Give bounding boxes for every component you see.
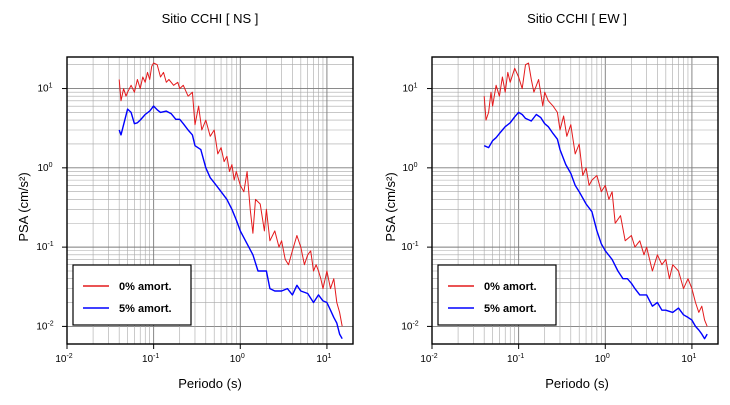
y-tick-label: 10-2: [36, 320, 53, 332]
legend-box: [437, 264, 557, 326]
legend-ns: 0% amort. 5% amort.: [72, 264, 192, 326]
legend-ew: 0% amort. 5% amort.: [437, 264, 557, 326]
x-tick-label: 100: [230, 353, 245, 365]
y-tick-label: 100: [37, 162, 52, 174]
legend-label: 0% amort.: [484, 281, 537, 293]
x-axis-label-ns: Periodo (s): [178, 376, 242, 391]
series-line-amort-5: [483, 111, 708, 340]
y-tick-label: 10-2: [401, 320, 418, 332]
x-tick-label: 10-2: [55, 353, 72, 365]
plot-frame: [431, 56, 719, 345]
y-tick-label: 101: [37, 83, 52, 95]
x-tick-label: 101: [681, 353, 696, 365]
x-tick-label: 10-2: [420, 353, 437, 365]
x-tick-label: 10-1: [507, 353, 524, 365]
legend-label: 5% amort.: [119, 303, 172, 315]
plot-area-ns: 10-2 10-2 10-1 10-1 100 100 101 101 0% amort. 5% …: [36, 56, 354, 365]
chart-title-ew: Sitio CCHI [ EW ]: [527, 11, 627, 26]
legend-label: 5% amort.: [484, 303, 537, 315]
y-tick-label: 10-1: [401, 241, 418, 253]
y-axis-label-ew: PSA (cm/s²): [383, 172, 398, 241]
legend-label: 0% amort.: [119, 281, 172, 293]
series-line-amort-0: [483, 62, 708, 327]
y-tick-label: 10-1: [36, 241, 53, 253]
x-axis-label-ew: Periodo (s): [545, 376, 609, 391]
plot-area-ew: 10-2 10-2 10-1 10-1 100 100 101 101 0% amort. 5% …: [401, 56, 719, 365]
chart-title-ns: Sitio CCHI [ NS ]: [162, 11, 259, 26]
x-tick-label: 10-1: [142, 353, 159, 365]
legend-box: [72, 264, 192, 326]
x-tick-label: 100: [595, 353, 610, 365]
series-line-amort-0: [118, 62, 343, 327]
y-tick-label: 101: [402, 83, 417, 95]
y-tick-label: 100: [402, 162, 417, 174]
y-axis-label-ns: PSA (cm/s²): [16, 172, 31, 241]
plot-frame: [66, 56, 354, 345]
series-line-amort-5: [118, 105, 343, 340]
x-tick-label: 101: [316, 353, 331, 365]
